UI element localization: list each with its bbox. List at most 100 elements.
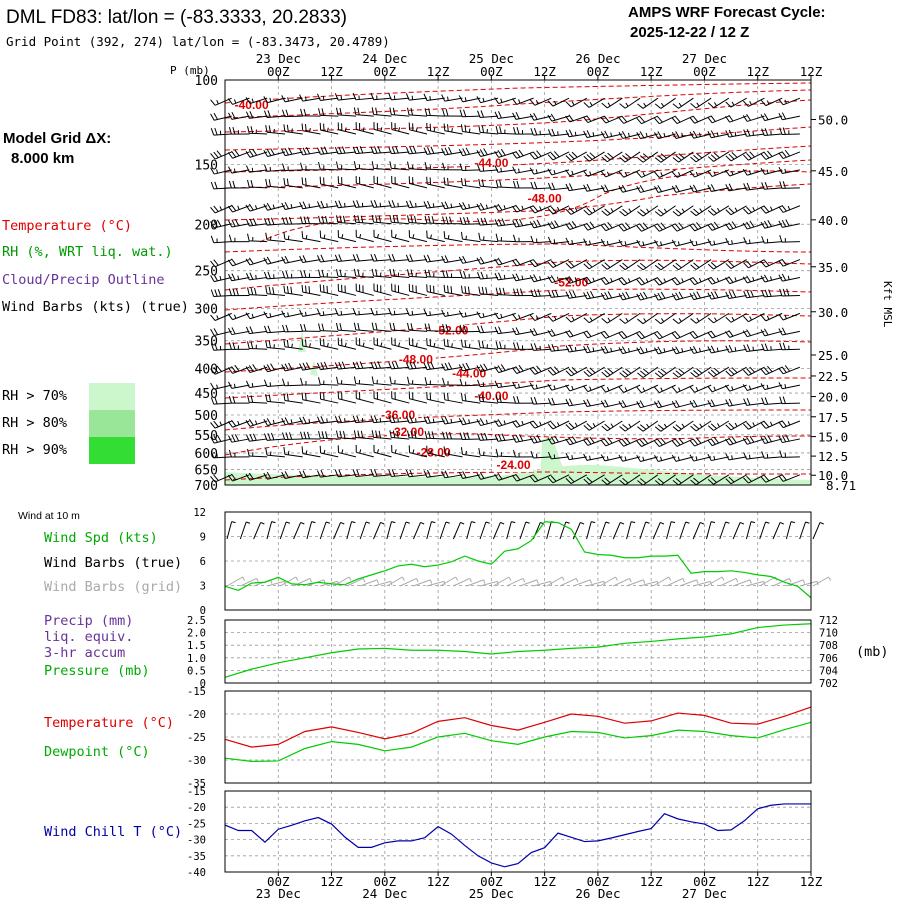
barb-flag [512,274,517,282]
barb-flag [582,170,589,177]
barb-flag [746,398,751,406]
wind-barb [318,215,339,225]
barb-half [255,205,258,210]
wind10m-barb [346,521,356,540]
wind-barb [690,312,712,324]
barb-flag [532,367,539,374]
wind-barb [299,94,321,102]
barb-flag [690,318,697,324]
barb-half [766,100,770,105]
barb-half [571,385,574,390]
wind-barb [478,340,499,350]
barb-flag [601,264,608,270]
barb-shaft [284,238,303,243]
wind-barb [371,430,392,440]
barb-flag [568,275,574,283]
wind-barb [247,341,268,350]
barb-flag [342,215,346,224]
wind-barb [583,399,605,408]
wind-barb [671,239,694,247]
barb-flag [778,113,783,120]
barb-flag [600,131,606,139]
barb-flag [746,221,751,229]
barb-flag [281,148,286,156]
barb-flag [533,343,538,351]
barb-flag [254,287,257,296]
wind-barb [228,126,250,135]
barb-flag [529,314,536,321]
barb-half [451,343,453,348]
barb-shaft [785,521,792,540]
wind-barb [458,95,481,103]
barb-flag [247,448,250,457]
wind-speed-line [224,521,812,599]
barb-shaft [652,576,670,587]
wind10m-barb [466,521,476,540]
barb-flag [710,369,717,376]
barb-flag [639,223,646,231]
barb-half [535,100,539,105]
barb-flag [338,254,343,262]
wind-barb [495,179,516,189]
barb-shaft [799,580,818,587]
wind-barb [423,254,445,263]
barb-half [716,132,719,137]
barb-flag [231,219,236,227]
wind-barb [547,113,570,122]
barb-flag [710,438,716,445]
wind10m-barb [506,521,516,540]
barb-flag [746,260,752,267]
barb-flag [410,107,414,116]
barb-flag [318,430,321,439]
barb-flag [458,364,464,372]
barb-flag [657,209,665,215]
barb-half [447,450,450,455]
barb-flag [352,92,357,100]
barb-flag [642,153,650,159]
barb-flag [600,292,606,300]
barb-flag [671,293,677,301]
barb-flag [565,129,570,138]
wind-barb [495,126,516,135]
windchill-tick-label: -35 [187,851,206,863]
barb-flag [248,365,254,372]
barb-flag [480,271,485,279]
wind-barb [707,130,729,139]
barb-flag [618,332,625,340]
barb-shaft [249,294,268,296]
barb-flag [320,362,325,370]
barb-flag [725,291,730,299]
wind-barb [245,380,268,388]
barb-flag [696,222,702,229]
wind-barb [654,185,676,193]
barb-flag [746,114,751,121]
barb-flag [213,151,219,159]
barb-shaft [676,115,694,125]
wind-barb [529,205,552,214]
barb-flag [689,440,695,447]
barb-flag [462,255,467,263]
barb-flag [281,95,286,103]
barb-flag [761,128,765,136]
barb-flag [463,217,467,225]
barb-shaft [639,521,647,540]
barb-half [643,102,647,107]
wind-barb [725,221,747,231]
barb-flag [639,277,646,284]
wind-barb [689,346,712,354]
barb-flag [410,215,414,223]
barb-half [713,171,716,176]
barb-flag [281,324,286,333]
barb-half [535,315,539,320]
wind-barb [637,97,659,109]
barb-flag [375,107,378,115]
wind-barb [443,446,463,458]
wind-barb [707,420,730,431]
barb-shaft [373,221,392,225]
barb-shaft [746,580,764,587]
barb-shaft [356,182,374,189]
barb-flag [583,209,590,216]
barb-flag [281,271,286,279]
barb-flag [778,475,784,482]
